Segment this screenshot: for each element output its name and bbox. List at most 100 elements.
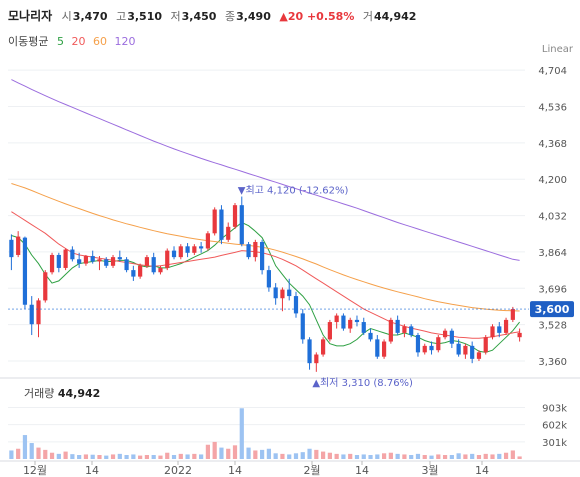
volume-bar bbox=[449, 455, 454, 459]
volume-bar bbox=[212, 441, 217, 459]
high-value: 3,510 bbox=[127, 10, 163, 23]
candle-body bbox=[90, 256, 95, 262]
candle-body bbox=[151, 257, 156, 273]
candle-body bbox=[43, 272, 48, 301]
volume-bar bbox=[110, 454, 116, 459]
ma-60-label: 60 bbox=[92, 35, 107, 48]
candle-body bbox=[307, 339, 312, 364]
candle-body bbox=[287, 289, 292, 297]
x-tick-label: 14 bbox=[475, 464, 489, 477]
volume-bar bbox=[280, 453, 285, 459]
price-tick-label: 3,360 bbox=[538, 357, 567, 368]
candle-body bbox=[456, 343, 461, 355]
candle-body bbox=[273, 287, 278, 299]
volume-bar bbox=[361, 454, 366, 459]
candle-body bbox=[63, 249, 68, 268]
candle-body bbox=[395, 319, 400, 333]
volume-bar bbox=[422, 455, 427, 459]
ma-60-line bbox=[11, 183, 520, 312]
price-header: 모나리자 시3,470 고3,510 저3,450 종3,490 ▲20 +0.… bbox=[8, 7, 421, 24]
volume-bar bbox=[395, 453, 400, 459]
volume-bar bbox=[16, 448, 21, 459]
volume-panel-title: 거래량 bbox=[24, 387, 55, 400]
volume-bar bbox=[300, 452, 305, 459]
volume-tick-label: 903k bbox=[542, 404, 567, 415]
candle-body bbox=[165, 250, 170, 268]
x-tick-label: 2022 bbox=[164, 464, 192, 477]
candle-body bbox=[266, 270, 271, 288]
volume-bar bbox=[124, 455, 129, 459]
candle-body bbox=[185, 246, 190, 253]
volume-bar bbox=[368, 455, 373, 459]
candle-body bbox=[226, 226, 231, 240]
volume-bar bbox=[510, 450, 515, 459]
volume-bar bbox=[409, 455, 414, 459]
candle-body bbox=[300, 313, 305, 340]
volume-bar bbox=[192, 453, 197, 459]
candle-body bbox=[104, 259, 109, 266]
volume-bar bbox=[260, 449, 265, 459]
volume-bar bbox=[171, 455, 177, 459]
volume-bar bbox=[239, 408, 244, 459]
volume-bar bbox=[70, 454, 75, 459]
volume-bar bbox=[456, 453, 461, 459]
candle-body bbox=[381, 341, 387, 357]
volume-bar bbox=[56, 453, 61, 459]
volume-bar bbox=[83, 454, 89, 459]
candle-body bbox=[490, 326, 495, 338]
candle-body bbox=[334, 315, 339, 323]
volume-bar bbox=[320, 451, 326, 459]
volume-label: 거 bbox=[362, 10, 373, 23]
candle-body bbox=[77, 259, 82, 264]
candle-body bbox=[232, 205, 238, 227]
volume-bar bbox=[402, 454, 407, 459]
volume-bar bbox=[43, 449, 48, 459]
candle-body bbox=[178, 246, 183, 258]
volume-bar bbox=[463, 454, 468, 459]
candle-body bbox=[497, 326, 502, 333]
current-price-label: 3,600 bbox=[535, 303, 570, 316]
ma-legend[interactable]: 이동평균 5 20 60 120 bbox=[8, 33, 139, 49]
volume-bar bbox=[293, 453, 299, 459]
candle-body bbox=[144, 257, 150, 266]
ma-5-label: 5 bbox=[56, 35, 64, 48]
x-tick-label: 14 bbox=[85, 464, 99, 477]
x-tick-label: 14 bbox=[355, 464, 369, 477]
volume-bar bbox=[205, 444, 211, 459]
candle-body bbox=[212, 209, 217, 234]
candle-body bbox=[361, 322, 366, 333]
volume-bar bbox=[287, 454, 292, 459]
high-label: 고 bbox=[116, 10, 127, 23]
volume-bar bbox=[503, 452, 509, 459]
volume-bar bbox=[354, 455, 360, 459]
volume-tick-label: 602k bbox=[542, 421, 567, 432]
low-annotation: ▲최저 3,310 (8.76%) bbox=[312, 377, 413, 389]
candle-body bbox=[83, 256, 89, 264]
candle-body bbox=[354, 319, 360, 323]
ma-120-line bbox=[11, 79, 520, 261]
candle-body bbox=[436, 337, 441, 351]
candle-body bbox=[348, 319, 353, 329]
price-tick-label: 4,368 bbox=[538, 139, 567, 150]
candle-body bbox=[341, 315, 346, 329]
candle-body bbox=[449, 330, 454, 344]
candle-body bbox=[503, 319, 509, 333]
candle-body bbox=[131, 270, 136, 277]
candle-body bbox=[510, 309, 515, 320]
scale-mode[interactable]: Linear bbox=[541, 44, 573, 55]
stock-name: 모나리자 bbox=[8, 9, 53, 23]
candle-body bbox=[327, 322, 332, 340]
volume-bar bbox=[490, 454, 495, 459]
candle-body bbox=[402, 326, 407, 333]
candle-body bbox=[388, 319, 393, 342]
candle-body bbox=[70, 249, 75, 260]
candle-body bbox=[320, 339, 326, 355]
candle-body bbox=[470, 345, 475, 359]
volume-bar bbox=[49, 452, 55, 459]
candle-body bbox=[110, 257, 116, 266]
candle-body bbox=[16, 236, 21, 255]
volume-bar bbox=[226, 448, 231, 459]
ma-legend-title: 이동평균 bbox=[8, 35, 49, 48]
candle-body bbox=[415, 335, 421, 353]
